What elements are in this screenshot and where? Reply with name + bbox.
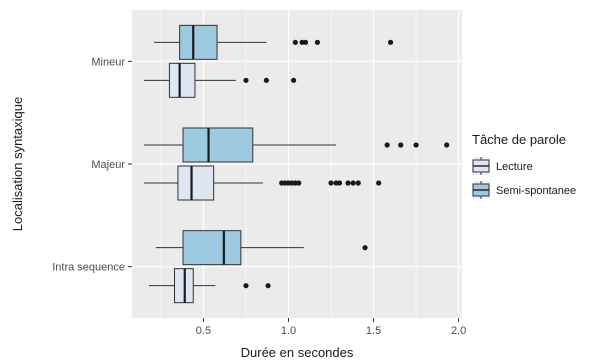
iqr-box	[182, 230, 242, 266]
box-lecture	[143, 62, 297, 98]
axes: 0.5 1.0 1.5 2.0 Mineur Majeur Intra sequence	[52, 56, 466, 337]
box-lecture	[143, 165, 382, 201]
outlier-point	[355, 180, 361, 186]
outlier-point	[292, 39, 298, 45]
iqr-box	[182, 127, 254, 163]
iqr-box	[168, 62, 196, 98]
outlier-point	[336, 180, 343, 186]
outlier-point	[362, 245, 368, 251]
legend: Tâche de parole Lecture Semi-spontanee	[472, 132, 576, 199]
y-tick-label: Majeur	[91, 159, 125, 171]
x-tick-label: 1.0	[281, 325, 296, 337]
outlier-point	[265, 283, 271, 289]
y-tick-label: Intra sequence	[52, 262, 125, 274]
outlier-point	[296, 180, 302, 186]
outlier-point	[263, 77, 269, 83]
grid-lines	[132, 10, 462, 318]
box-semi-spontanee	[155, 230, 368, 266]
outlier-point	[290, 77, 297, 83]
outlier-point	[314, 39, 321, 45]
x-axis-title: Durée en secondes	[241, 345, 354, 360]
outlier-point	[350, 180, 356, 186]
y-axis-title: Localisation syntaxique	[10, 97, 25, 231]
outlier-point	[444, 142, 450, 148]
outlier-point	[243, 283, 249, 289]
legend-label: Semi-spontanee	[496, 185, 576, 197]
box-lecture	[149, 268, 271, 304]
outlier-point	[243, 77, 249, 83]
outlier-point	[302, 39, 309, 45]
legend-item: Semi-spontanee	[472, 181, 576, 199]
outlier-point	[328, 180, 334, 186]
outlier-point	[345, 180, 351, 186]
x-tick-label: 1.5	[366, 325, 381, 337]
legend-items: Lecture Semi-spontanee	[472, 157, 576, 199]
iqr-box	[177, 165, 215, 201]
iqr-box	[179, 24, 218, 60]
x-tick-label: 0.5	[196, 325, 211, 337]
outlier-point	[398, 142, 404, 148]
y-tick-label: Mineur	[91, 56, 125, 68]
legend-label: Lecture	[496, 161, 533, 173]
boxes	[143, 24, 450, 304]
outlier-point	[413, 142, 419, 148]
box-semi-spontanee	[143, 127, 450, 163]
box-semi-spontanee	[154, 24, 394, 60]
outlier-point	[384, 142, 390, 148]
x-tick-label: 2.0	[451, 325, 466, 337]
legend-title: Tâche de parole	[472, 132, 566, 147]
legend-item: Lecture	[472, 157, 533, 175]
outlier-point	[387, 39, 394, 45]
outlier-point	[376, 180, 382, 186]
